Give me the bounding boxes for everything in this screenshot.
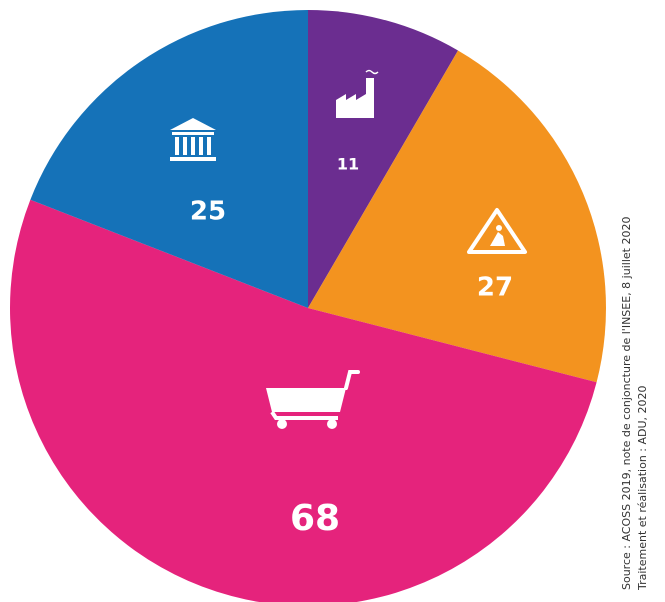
source-note: Source : ACOSS 2019, note de conjoncture…	[620, 217, 633, 590]
value-label: 11	[337, 155, 359, 174]
factory-icon	[336, 69, 379, 118]
slices	[10, 10, 607, 602]
bank-icon	[170, 118, 216, 161]
credit-note: Traitement et réalisation : ADU, 2020	[636, 385, 649, 591]
value-label: 27	[477, 273, 513, 303]
labels: 11 27 68 25	[190, 155, 513, 540]
icons	[170, 69, 527, 429]
pie-slice	[308, 50, 607, 383]
source-notes: Source : ACOSS 2019, note de conjoncture…	[620, 217, 649, 591]
cart-icon	[266, 370, 360, 429]
pie-slice	[30, 10, 309, 308]
pie-slice	[308, 10, 459, 308]
value-label: 68	[290, 498, 340, 539]
roadwork-icon	[467, 208, 527, 254]
value-label: 25	[190, 197, 226, 227]
